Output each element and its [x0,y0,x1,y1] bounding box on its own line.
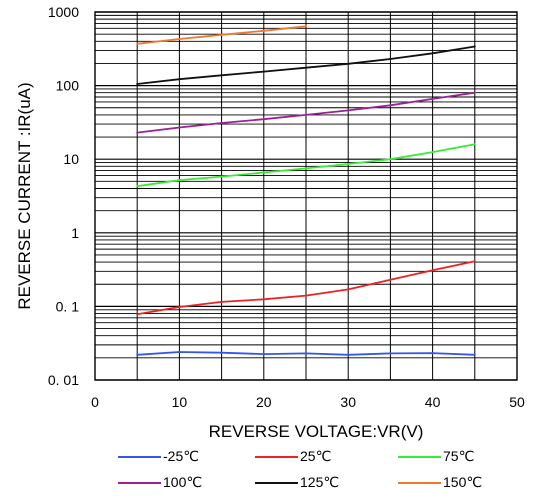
data-point [262,171,265,174]
data-point [136,83,139,86]
y-tick-label: 100 [56,78,80,94]
data-point [136,353,139,356]
data-point [473,91,476,94]
data-point [262,298,265,301]
data-point [389,57,392,60]
data-point [431,97,434,100]
data-point [431,52,434,55]
data-point [431,269,434,272]
legend-label-2: 75℃ [443,448,474,464]
plot-frame [94,11,518,381]
data-point [220,351,223,354]
data-point [262,118,265,121]
data-point [389,158,392,161]
data-point [136,131,139,134]
x-tick-label: 20 [256,394,272,410]
data-point [220,74,223,77]
data-point [431,151,434,154]
data-point [473,143,476,146]
data-point [305,66,307,69]
x-tick-label: 30 [340,394,356,410]
data-point [347,109,350,112]
data-point [305,352,307,355]
data-point [389,278,392,281]
x-tick-label: 50 [509,394,525,410]
data-point [305,167,307,170]
data-point [347,288,350,291]
data-point [262,70,265,73]
data-point [473,45,476,48]
data-point [305,294,307,297]
data-point [178,37,181,40]
data-point [262,353,265,356]
data-point [220,122,223,125]
y-axis-title: REVERSE CURRENT :IR(uA) [15,82,34,309]
data-point [431,352,434,355]
data-point [473,260,476,263]
data-point [347,62,350,65]
data-point [347,163,350,166]
data-point [389,104,392,107]
x-tick-label: 40 [425,394,441,410]
x-tick-label: 10 [172,394,188,410]
data-point [347,353,350,356]
y-tick-label: 1000 [48,4,79,20]
data-point [136,185,139,188]
data-point [178,351,181,354]
data-point [305,113,307,116]
x-tick-label: 0 [91,394,99,410]
data-point [136,42,139,45]
data-point [305,25,307,28]
data-point [220,300,223,303]
y-tick-label: 10 [63,151,79,167]
data-point [220,175,223,178]
data-point [178,179,181,182]
legend-label-3: 100℃ [163,474,202,490]
data-point [220,33,223,36]
data-point [178,126,181,129]
data-point [178,78,181,81]
y-tick-label: 1 [71,225,79,241]
data-point [389,352,392,355]
legend-label-0: -25℃ [163,448,199,464]
data-point [178,306,181,309]
legend-label-1: 25℃ [300,448,331,464]
data-point [136,313,139,316]
legend-label-4: 125℃ [300,474,339,490]
x-axis-title: REVERSE VOLTAGE:VR(V) [209,422,424,441]
y-tick-label: 0. 1 [56,298,80,314]
legend-label-5: 150℃ [443,474,482,490]
y-tick-label: 0. 01 [48,372,79,388]
data-point [262,29,265,32]
data-point [473,353,476,356]
